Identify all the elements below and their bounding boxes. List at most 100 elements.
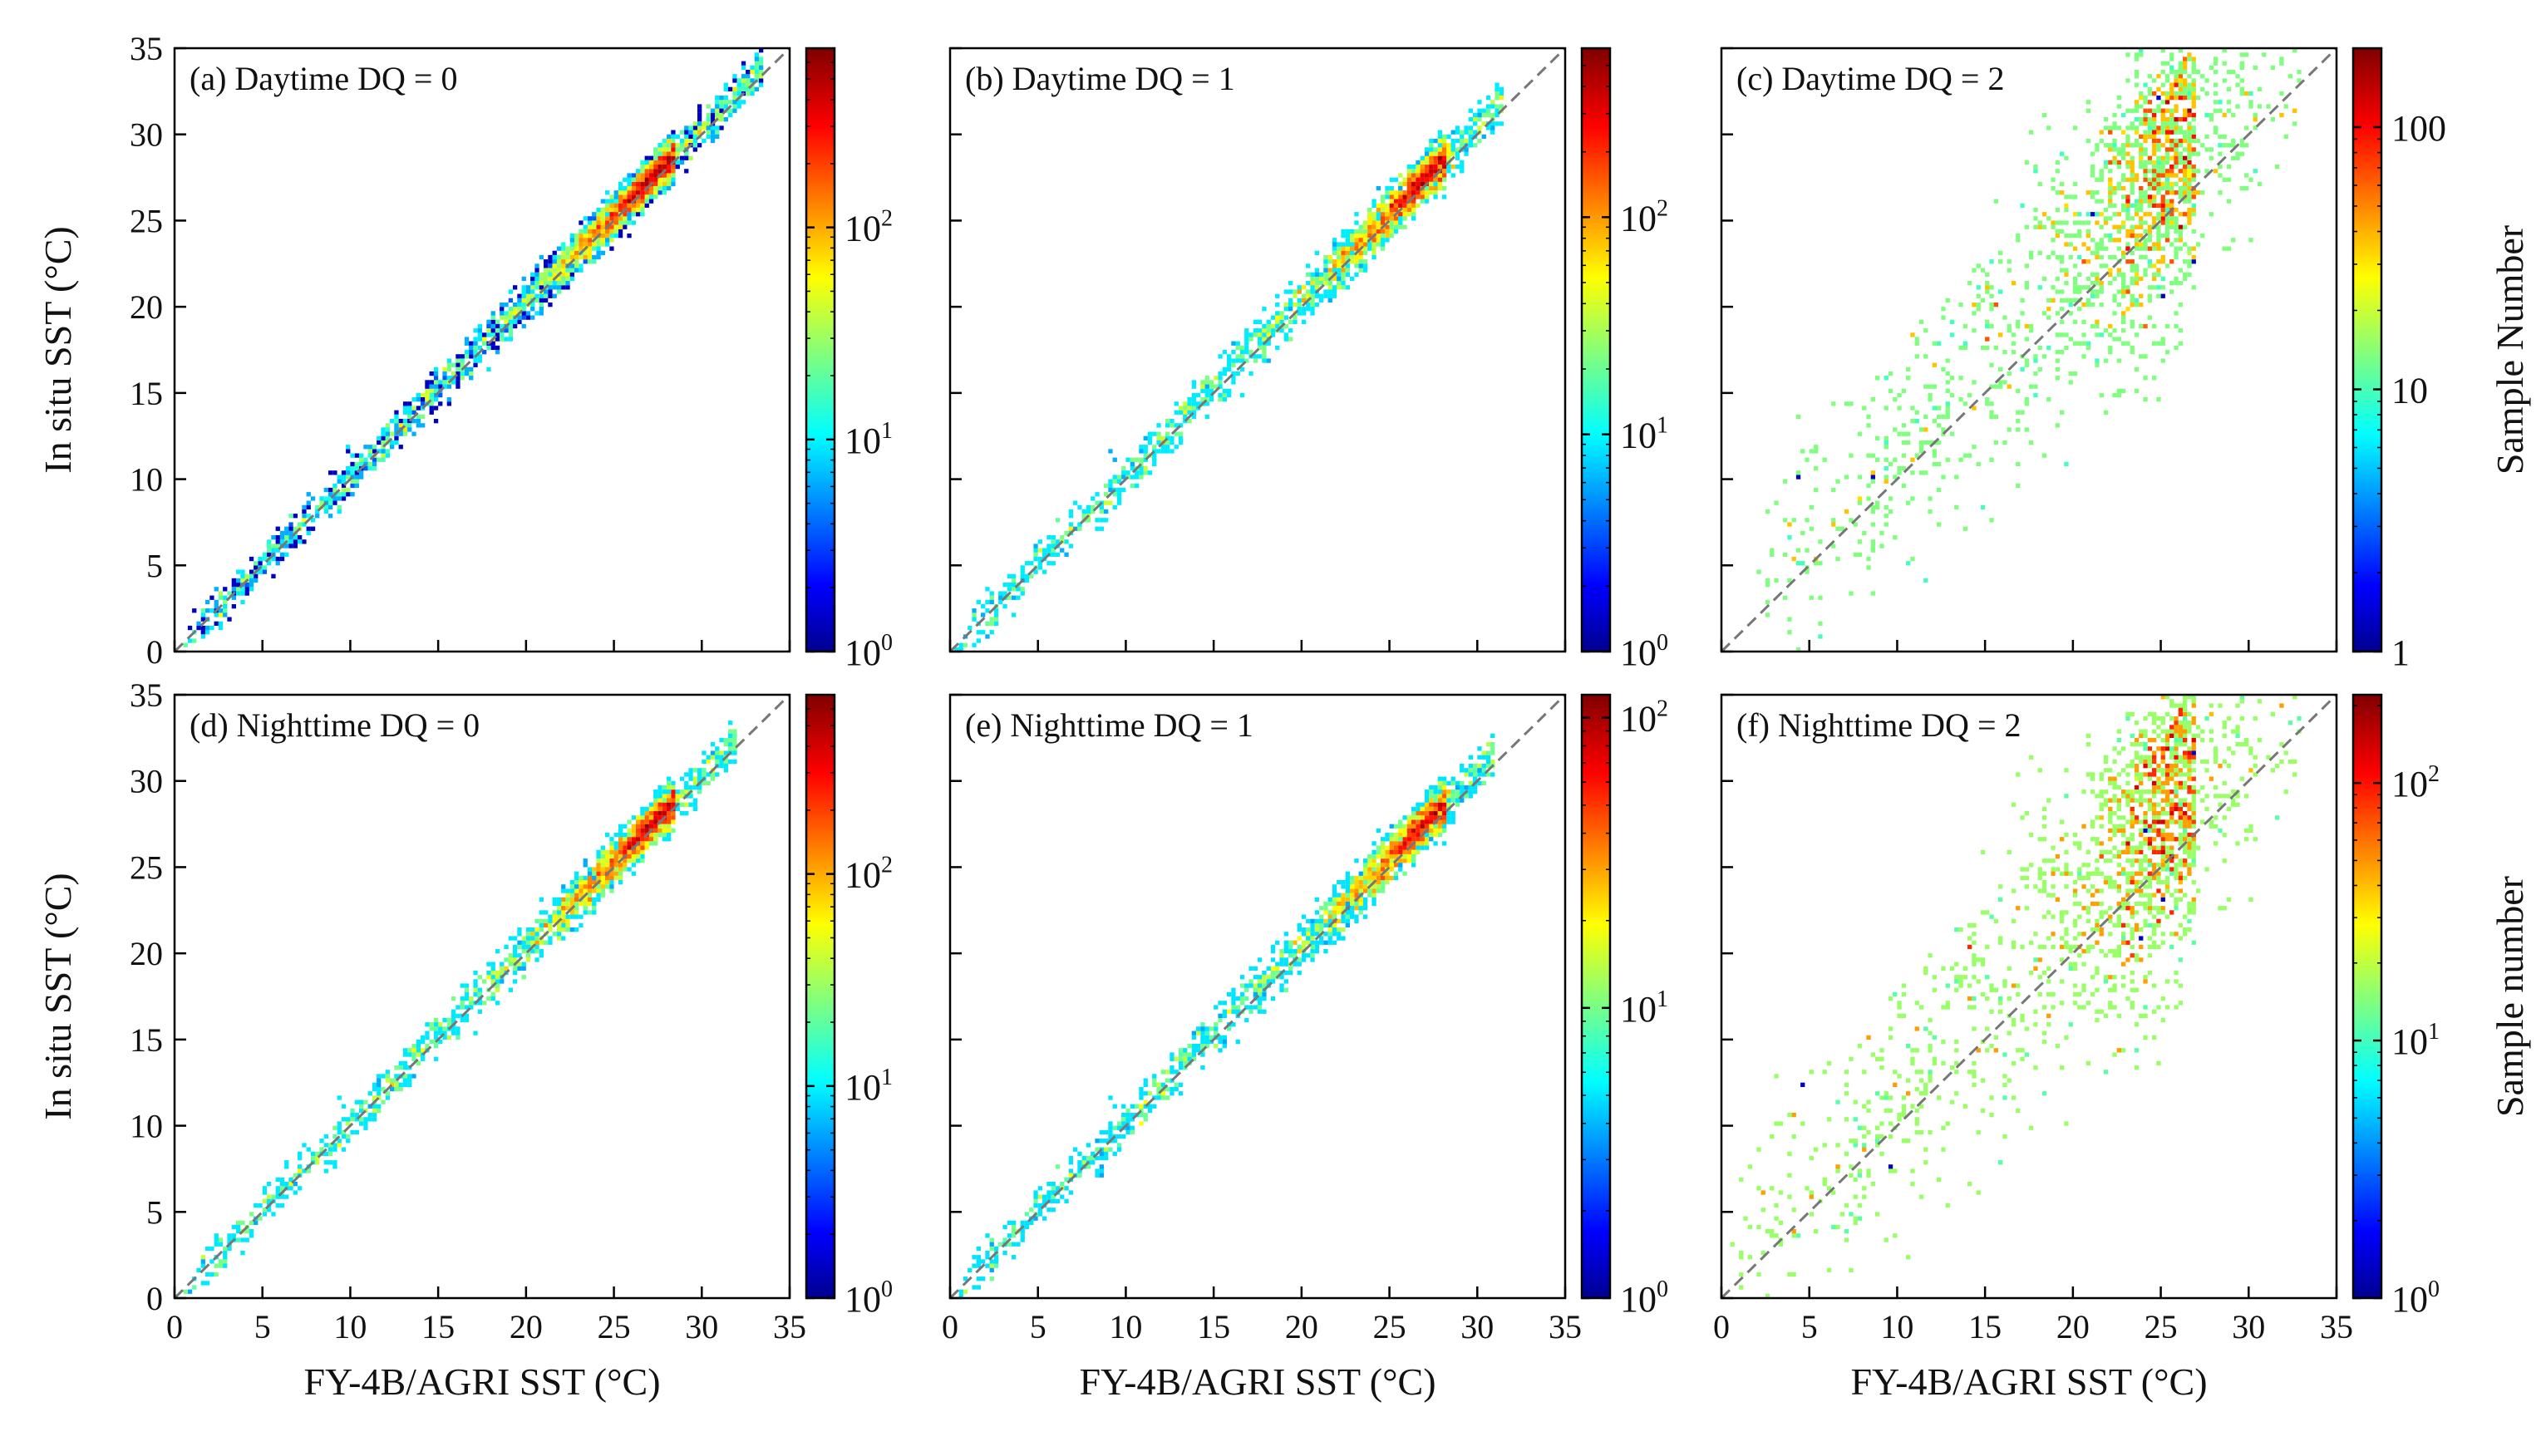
density-cell <box>662 151 667 156</box>
density-cell <box>2169 181 2174 187</box>
density-cell <box>1385 224 1390 229</box>
density-cell <box>627 832 632 838</box>
density-cell <box>2143 151 2148 156</box>
density-cell <box>2214 108 2218 113</box>
density-cell <box>1450 780 1455 785</box>
density-cell <box>236 583 241 588</box>
density-cell <box>407 1078 412 1083</box>
density-cell <box>1831 518 1836 523</box>
density-cell <box>600 250 605 255</box>
density-cell <box>2016 323 2021 329</box>
density-cell <box>477 987 482 992</box>
density-cell <box>1222 366 1227 371</box>
density-cell <box>1293 940 1298 945</box>
density-cell <box>2169 281 2174 286</box>
density-cell <box>723 768 728 773</box>
density-cell <box>719 755 724 760</box>
density-cell <box>561 268 566 273</box>
density-cell <box>2095 143 2100 148</box>
density-cell <box>1787 578 1792 583</box>
density-cell <box>2116 147 2121 152</box>
density-cell <box>429 1026 434 1031</box>
density-cell <box>1985 323 1990 329</box>
density-cell <box>627 177 632 182</box>
density-cell <box>623 863 628 868</box>
density-cell <box>631 828 636 834</box>
colorbar-label: Sample Number <box>2489 225 2531 475</box>
density-cell <box>2060 190 2065 195</box>
density-cell <box>525 953 531 958</box>
density-cell <box>2183 86 2188 91</box>
density-cell <box>623 845 628 850</box>
density-cell <box>1288 281 1293 286</box>
density-cell <box>1178 435 1184 440</box>
density-cell <box>2156 177 2161 182</box>
density-cell <box>236 578 241 583</box>
density-cell <box>508 328 513 333</box>
density-cell <box>1178 1052 1184 1057</box>
density-cell <box>367 461 372 467</box>
density-cell <box>302 509 307 514</box>
density-cell <box>209 1272 214 1277</box>
density-cell <box>1288 307 1293 312</box>
density-cell <box>569 246 574 251</box>
density-cell <box>1222 397 1227 402</box>
density-cell <box>1174 410 1179 415</box>
density-cell <box>653 815 658 820</box>
density-cell <box>249 1233 254 1238</box>
density-cell <box>1306 303 1311 307</box>
density-cell <box>2099 212 2104 217</box>
density-cell <box>648 160 654 165</box>
density-cell <box>2164 181 2170 187</box>
density-cell <box>1814 466 1819 471</box>
density-cell <box>1170 440 1174 445</box>
density-cell <box>385 435 390 440</box>
density-cell <box>636 837 641 842</box>
density-cell <box>1091 496 1096 501</box>
density-cell <box>390 1086 395 1092</box>
density-cell <box>1393 845 1399 850</box>
density-cell <box>662 789 667 794</box>
density-cell <box>2183 91 2188 96</box>
density-cell <box>1429 819 1434 824</box>
density-cell <box>2077 307 2082 312</box>
density-cell <box>1112 1139 1117 1144</box>
density-cell <box>183 1289 188 1294</box>
density-cell <box>1227 388 1232 393</box>
density-cell <box>1787 630 1792 635</box>
density-cell <box>2214 130 2218 135</box>
density-cell <box>2209 147 2214 152</box>
density-cell <box>1345 880 1350 885</box>
density-cell <box>715 755 720 760</box>
density-cell <box>1332 897 1337 902</box>
density-cell <box>1941 427 1946 432</box>
density-cell <box>596 858 601 863</box>
density-cell <box>1389 841 1394 846</box>
density-cell <box>341 483 347 489</box>
density-cell <box>530 315 535 320</box>
density-cell <box>2156 397 2161 402</box>
density-cell <box>2209 212 2214 217</box>
density-cell <box>754 61 759 66</box>
density-cell <box>609 234 614 239</box>
density-cell <box>2226 108 2232 113</box>
density-cell <box>1064 1186 1069 1191</box>
density-cell <box>2046 298 2051 303</box>
density-cell <box>508 323 513 329</box>
density-cell <box>1262 328 1267 333</box>
density-cell <box>1095 500 1100 505</box>
density-cell <box>671 165 676 170</box>
density-cell <box>710 138 716 144</box>
density-cell <box>1941 414 1946 420</box>
density-cell <box>640 199 645 204</box>
density-cell <box>1464 147 1469 152</box>
density-cell <box>2077 220 2082 225</box>
density-cell <box>1989 410 1994 415</box>
density-cell <box>1279 953 1284 958</box>
density-cell <box>657 160 662 165</box>
density-cell <box>2007 384 2012 389</box>
density-cell <box>306 504 311 509</box>
density-cell <box>390 445 395 450</box>
density-cell <box>1204 1026 1209 1031</box>
density-cell <box>1306 936 1311 941</box>
